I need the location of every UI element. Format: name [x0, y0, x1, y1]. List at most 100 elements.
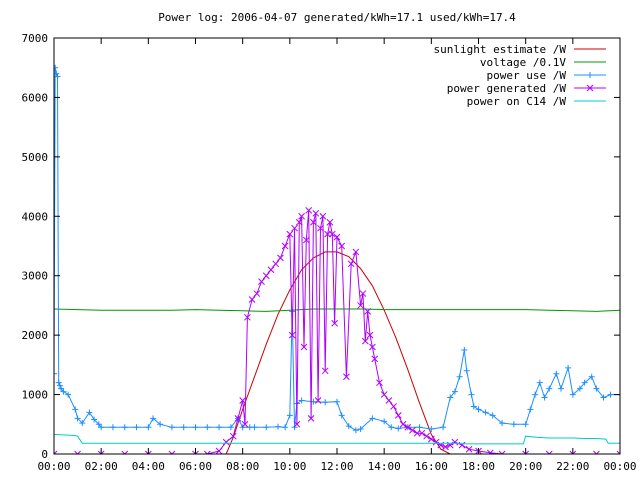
series-power_c14	[54, 433, 620, 445]
data-point-power_use	[60, 388, 67, 395]
data-point-power_generated	[215, 447, 223, 454]
data-point-power_generated	[310, 218, 317, 226]
series-line-power_generated	[54, 210, 620, 454]
data-point-power_generated	[281, 242, 289, 250]
data-point-power_generated	[331, 319, 338, 327]
x-tick-label: 04:00	[132, 460, 165, 473]
data-point-power_generated	[593, 450, 600, 454]
data-point-power_use	[91, 416, 98, 423]
data-point-power_generated	[616, 450, 620, 454]
data-point-power_generated	[399, 420, 407, 428]
y-tick-label: 3000	[22, 270, 49, 283]
data-point-power_generated	[286, 230, 294, 238]
data-point-power_generated	[545, 450, 553, 454]
data-point-power_use	[98, 424, 105, 431]
legend-item-power_generated: power generated /W	[447, 82, 606, 95]
y-tick-label: 0	[41, 448, 48, 461]
data-point-power_use	[451, 388, 458, 395]
data-point-power_use	[468, 391, 475, 398]
data-point-power_use	[588, 373, 595, 380]
data-point-power_use	[322, 399, 329, 406]
data-point-power_use	[522, 421, 529, 428]
x-tick-label: 18:00	[462, 460, 495, 473]
data-point-power_generated	[248, 296, 256, 303]
data-point-power_generated	[262, 272, 270, 280]
data-point-power_use	[499, 420, 506, 427]
data-point-power_use	[298, 397, 305, 404]
data-point-power_generated	[376, 379, 383, 387]
y-axis: 0 1000 2000 3000 4000 5000 6000 7000	[22, 32, 620, 461]
data-point-power_generated	[314, 397, 322, 404]
data-point-power_use	[600, 394, 607, 401]
data-point-power_generated	[333, 233, 341, 241]
data-point-power_use	[86, 409, 93, 416]
data-point-power_generated	[569, 450, 577, 454]
data-point-power_use	[541, 394, 548, 401]
data-point-power_generated	[359, 290, 367, 297]
data-point-power_use	[55, 379, 62, 386]
data-point-power_generated	[352, 248, 360, 256]
data-point-power_generated	[347, 260, 355, 268]
data-point-power_generated	[418, 429, 426, 437]
y-tick-label: 4000	[22, 210, 49, 223]
y-tick-label: 1000	[22, 389, 49, 402]
series-sunlight	[225, 251, 451, 454]
data-point-power_generated	[97, 450, 105, 454]
data-point-power_generated	[300, 343, 308, 351]
data-point-power_generated	[168, 450, 176, 454]
data-point-power_generated	[413, 429, 421, 437]
data-point-power_generated	[277, 254, 284, 262]
data-point-power_use	[79, 420, 86, 427]
data-point-power_use	[576, 385, 583, 392]
data-point-power_use	[461, 347, 468, 353]
data-point-power_generated	[343, 373, 350, 381]
data-point-power_generated	[192, 450, 199, 454]
data-point-power_generated	[319, 212, 327, 220]
x-tick-label: 06:00	[179, 460, 212, 473]
data-point-power_generated	[234, 414, 242, 422]
series-voltage	[54, 308, 620, 312]
data-point-power_use	[121, 424, 128, 431]
data-point-power_generated	[54, 450, 58, 454]
data-point-power_generated	[312, 209, 320, 217]
data-point-power_generated	[229, 432, 237, 440]
data-point-power_use	[65, 391, 72, 398]
data-point-power_generated	[394, 412, 402, 419]
data-point-power_generated	[317, 224, 324, 232]
data-point-power_use	[192, 424, 199, 431]
data-point-power_use	[581, 379, 588, 386]
data-point-power_use	[381, 418, 388, 425]
data-point-power_generated	[307, 414, 315, 422]
data-point-power_use	[275, 423, 282, 430]
x-tick-label: 12:00	[320, 460, 353, 473]
data-point-power_use	[456, 373, 463, 380]
data-point-power_use	[56, 382, 63, 389]
data-point-power_generated	[371, 355, 379, 363]
series-power_use	[54, 64, 620, 434]
data-point-power_use	[251, 424, 258, 431]
data-point-power_generated	[258, 278, 265, 286]
data-point-power_use	[475, 406, 482, 413]
data-point-power_generated	[427, 435, 435, 443]
data-point-power_use	[395, 425, 402, 432]
data-point-power_generated	[409, 426, 416, 434]
legend-marker	[587, 72, 593, 78]
data-point-power_generated	[458, 441, 466, 449]
series-line-power_c14	[54, 433, 620, 445]
data-point-power_generated	[451, 438, 459, 446]
data-point-power_use	[338, 412, 345, 419]
data-point-power_generated	[321, 367, 329, 375]
data-point-power_generated	[432, 438, 440, 446]
x-tick-label: 00:00	[603, 460, 636, 473]
data-point-power_use	[607, 391, 614, 398]
data-point-power_use	[388, 424, 395, 431]
data-point-power_use	[463, 367, 470, 374]
data-point-power_generated	[357, 302, 364, 309]
data-point-power_use	[74, 415, 81, 422]
x-axis: 00:00 02:00 04:00 06:00 08:00 10:00 12:00 14:00…	[37, 38, 637, 473]
data-point-power_generated	[328, 230, 336, 238]
data-point-power_generated	[239, 397, 247, 404]
chart-title: Power log: 2006-04-07 generated/kWh=17.1…	[158, 11, 516, 24]
legend-item-power_c14: power on C14 /W	[467, 95, 606, 108]
